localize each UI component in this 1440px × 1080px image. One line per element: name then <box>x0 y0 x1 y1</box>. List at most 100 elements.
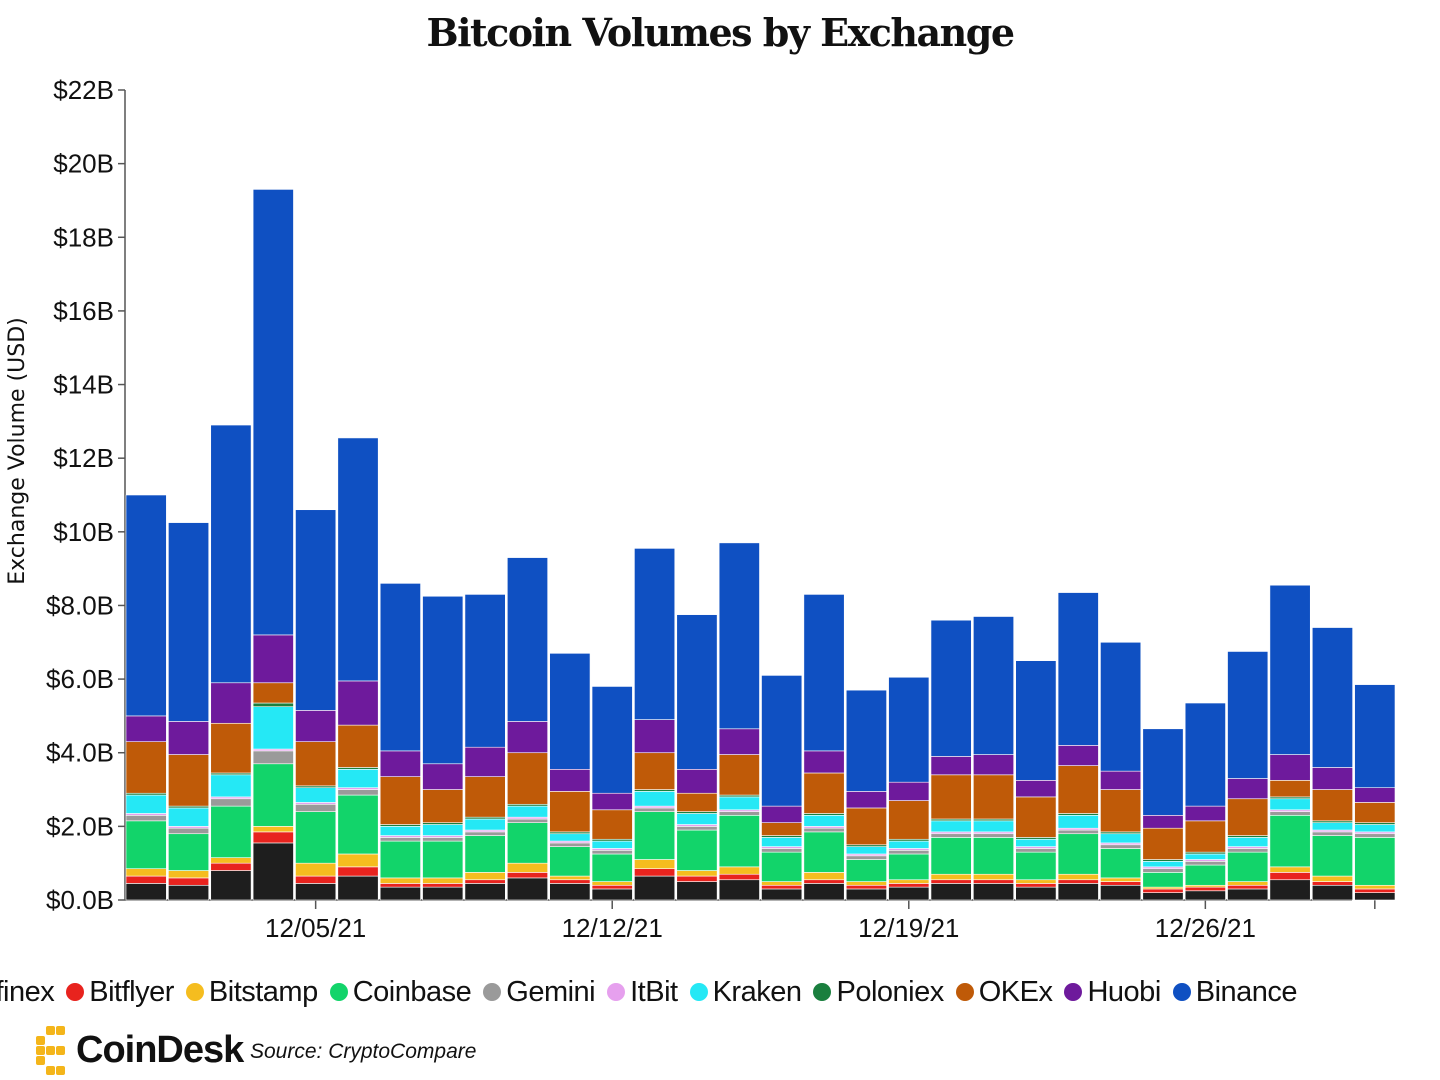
bar-huobi-2021-12-29 <box>1311 767 1353 790</box>
bar-bitflyer-2021-12-02 <box>168 877 210 886</box>
bar-binance-2021-12-18 <box>845 689 887 792</box>
bar-bitfinex-2021-12-17 <box>803 883 845 901</box>
legend-dot-icon <box>329 983 348 1001</box>
bar-gemini-2021-12-04 <box>252 750 294 765</box>
bar-bitstamp-2021-12-21 <box>973 873 1014 881</box>
bar-coinbase-2021-12-12 <box>591 853 633 882</box>
bar-okex-2021-12-19 <box>888 800 930 840</box>
bar-okex-2021-12-17 <box>803 772 845 814</box>
bar-binance-2021-12-29 <box>1311 627 1353 768</box>
bar-bitflyer-2021-12-16 <box>761 884 803 890</box>
bar-huobi-2021-12-03 <box>210 682 252 724</box>
legend-dot-icon <box>813 983 832 1001</box>
bar-bitflyer-2021-12-27 <box>1227 884 1269 890</box>
bar-gemini-2021-12-02 <box>168 827 210 835</box>
bar-bitstamp-2021-12-22 <box>1015 879 1057 884</box>
legend-item-kraken: Kraken <box>689 976 802 1009</box>
bar-gemini-2021-12-10 <box>506 818 548 823</box>
bar-bitstamp-2021-12-07 <box>379 877 421 884</box>
bar-okex-2021-12-22 <box>1015 796 1057 838</box>
bar-okex-2021-12-04 <box>252 682 294 704</box>
bar-gemini-2021-12-13 <box>634 807 676 812</box>
bar-binance-2021-12-28 <box>1269 584 1311 755</box>
logo-square <box>46 1066 55 1075</box>
bar-kraken-2021-12-08 <box>422 824 464 836</box>
bar-bitstamp-2021-12-10 <box>506 862 548 873</box>
bar-bitfinex-2021-12-08 <box>422 886 464 901</box>
bar-okex-2021-12-07 <box>379 776 421 825</box>
bar-okex-2021-12-30 <box>1354 802 1396 823</box>
source-note: Source: CryptoCompare <box>250 1040 477 1063</box>
bar-gemini-2021-12-24 <box>1100 844 1142 849</box>
logo-square <box>36 1036 45 1045</box>
bar-stacks <box>125 189 1396 901</box>
bar-coinbase-2021-12-13 <box>634 811 676 860</box>
legend-item-bitflyer: Bitflyer <box>66 976 174 1009</box>
bar-kraken-2021-12-26 <box>1184 853 1226 860</box>
bar-huobi-2021-12-12 <box>591 792 633 811</box>
bar-huobi-2021-12-07 <box>379 750 421 777</box>
bar-kraken-2021-12-02 <box>168 807 210 827</box>
bar-bitstamp-2021-12-24 <box>1100 877 1142 882</box>
y-tick-label: $8.0B <box>46 590 114 620</box>
bar-kraken-2021-12-09 <box>464 818 506 831</box>
bar-bitstamp-2021-12-11 <box>549 875 591 881</box>
bar-bitfinex-2021-12-03 <box>210 870 252 901</box>
legend-dot-icon <box>955 983 974 1001</box>
bar-gemini-2021-12-15 <box>718 811 760 816</box>
bar-okex-2021-12-25 <box>1142 827 1184 860</box>
bar-okex-2021-12-15 <box>718 754 760 796</box>
y-tick-label: $16B <box>53 296 114 326</box>
logo-square <box>36 1056 45 1065</box>
bar-coinbase-2021-12-30 <box>1354 837 1396 886</box>
bar-okex-2021-12-26 <box>1184 820 1226 853</box>
bar-bitstamp-2021-12-04 <box>252 826 294 833</box>
bar-bitfinex-2021-12-12 <box>591 888 633 901</box>
bar-bitfinex-2021-12-09 <box>464 883 506 901</box>
bar-bitflyer-2021-12-28 <box>1269 872 1311 881</box>
bar-bitstamp-2021-12-01 <box>125 868 167 877</box>
bar-bitfinex-2021-12-04 <box>252 842 294 901</box>
bar-bitstamp-2021-12-27 <box>1227 881 1269 886</box>
bar-okex-2021-12-24 <box>1100 789 1142 833</box>
chart-title: Bitcoin Volumes by Exchange <box>426 10 1015 55</box>
logo-square <box>56 1026 65 1035</box>
bar-kraken-2021-12-13 <box>634 791 676 807</box>
bar-binance-2021-12-23 <box>1057 592 1099 746</box>
bar-huobi-2021-12-14 <box>676 768 718 794</box>
bar-huobi-2021-12-16 <box>761 805 803 823</box>
x-tick-label: 12/19/21 <box>858 913 959 943</box>
legend-label: Poloniex <box>836 975 944 1008</box>
bar-poloniex-2021-12-04 <box>252 702 294 708</box>
bar-coinbase-2021-12-15 <box>718 815 760 868</box>
bar-kraken-2021-12-10 <box>506 805 548 818</box>
bar-bitflyer-2021-12-25 <box>1142 888 1184 893</box>
bar-huobi-2021-12-11 <box>549 768 591 792</box>
bar-bitstamp-2021-12-28 <box>1269 866 1311 873</box>
bar-binance-2021-12-11 <box>549 653 591 770</box>
bar-huobi-2021-12-04 <box>252 634 294 684</box>
bar-coinbase-2021-12-26 <box>1184 864 1226 886</box>
bar-kraken-2021-12-14 <box>676 813 718 825</box>
legend-item-coinbase: Coinbase <box>329 976 472 1009</box>
legend-dot-icon <box>185 983 204 1001</box>
bar-kraken-2021-12-17 <box>803 815 845 827</box>
bar-bitstamp-2021-12-18 <box>845 881 887 886</box>
bar-gemini-2021-12-01 <box>125 815 167 822</box>
bar-bitstamp-2021-12-08 <box>422 877 464 884</box>
bar-okex-2021-12-29 <box>1311 789 1353 822</box>
bar-binance-2021-12-10 <box>506 557 548 722</box>
bar-coinbase-2021-12-20 <box>930 837 972 875</box>
bar-gemini-2021-12-06 <box>337 789 379 796</box>
bar-okex-2021-12-20 <box>930 774 972 820</box>
bar-bitstamp-2021-12-29 <box>1311 875 1353 882</box>
bar-bitfinex-2021-12-01 <box>125 883 167 901</box>
bar-okex-2021-12-11 <box>549 791 591 833</box>
y-tick-label: $14B <box>53 370 114 400</box>
bar-bitflyer-2021-12-24 <box>1100 881 1142 886</box>
legend-item-bitstamp: Bitstamp <box>185 976 318 1009</box>
bar-bitflyer-2021-12-14 <box>676 875 718 882</box>
coindesk-logo: CoinDesk <box>36 1026 244 1075</box>
bar-coinbase-2021-12-25 <box>1142 872 1184 888</box>
bar-coinbase-2021-12-02 <box>168 833 210 871</box>
